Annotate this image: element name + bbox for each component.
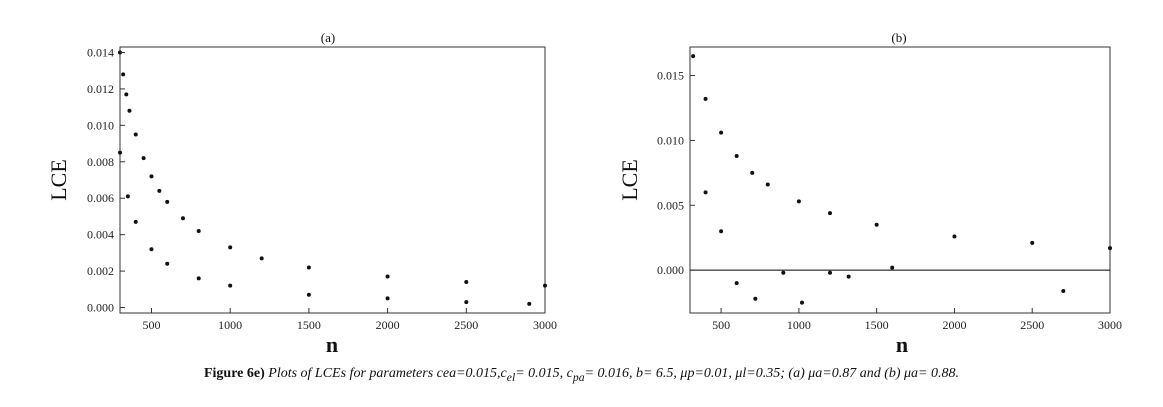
caption-text-3: = 0.016, b= 6.5, μp=0.01, μl=0.35; (a) μ…: [584, 366, 960, 381]
data-point-s1: [703, 190, 708, 195]
caption-sub-2: pa: [572, 370, 585, 384]
chart-title-a: (a): [321, 30, 335, 45]
data-point-s0: [141, 156, 146, 161]
data-point-s0: [196, 229, 201, 234]
x-tick-label: 3000: [1098, 318, 1122, 332]
data-point-s0: [127, 108, 132, 113]
x-axis-label-b: n: [896, 332, 908, 357]
x-tick-label: 1000: [218, 318, 242, 332]
y-tick-label: 0.000: [657, 263, 684, 277]
data-point-s0: [691, 54, 696, 59]
y-tick-label: 0.000: [87, 301, 114, 315]
caption-label: Figure 6e): [203, 366, 265, 381]
x-tick-label: 2500: [1020, 318, 1044, 332]
data-point-s0: [464, 280, 469, 285]
data-point-s1: [464, 300, 469, 305]
data-point-s0: [796, 199, 801, 204]
data-point-s0: [874, 222, 879, 227]
data-point-s0: [133, 132, 138, 137]
ticks-b: 500 1000 1500 2000 2500 3000 0.000 0.005 0.010 0.…: [657, 69, 1122, 332]
data-point-s0: [157, 188, 162, 193]
marks-b: [691, 54, 1112, 305]
plot-frame-a: [119, 46, 546, 314]
data-point-s1: [118, 150, 122, 155]
data-point-s0: [952, 234, 957, 239]
marks-a: [118, 50, 547, 306]
y-tick-label: 0.002: [87, 264, 114, 278]
data-point-s0: [719, 130, 724, 135]
data-point-s0: [259, 256, 264, 261]
figure-caption: Figure 6e) Plots of LCEs for parameters …: [0, 366, 1163, 384]
y-tick-label: 0.006: [87, 191, 114, 205]
data-point-s0: [306, 265, 311, 270]
x-tick-label: 3000: [533, 318, 557, 332]
data-point-s1: [753, 296, 758, 301]
data-point-s1: [719, 229, 724, 234]
x-axis-label-a: n: [326, 332, 338, 357]
data-point-s1: [125, 194, 130, 199]
y-axis-label-a: LCE: [46, 159, 71, 201]
y-tick-label: 0.004: [87, 228, 114, 242]
data-point-s0: [543, 283, 547, 288]
data-point-s0: [180, 216, 185, 221]
ticks-a: 500 1000 1500 2000 2500 3000 0.000 0.002 0.004 0.…: [87, 45, 557, 332]
data-point-s0: [121, 72, 126, 77]
y-tick-label: 0.012: [87, 82, 114, 96]
data-point-s1: [306, 292, 311, 297]
data-point-s0: [149, 174, 154, 179]
caption-text-2: = 0.015, c: [515, 366, 573, 381]
data-point-s1: [828, 270, 832, 275]
data-point-s0: [750, 170, 755, 175]
data-point-s1: [133, 219, 138, 224]
data-point-s1: [385, 296, 390, 301]
plot-frame-b: [689, 46, 1111, 314]
y-tick-label: 0.015: [657, 69, 684, 83]
data-point-s0: [385, 274, 390, 279]
y-tick-label: 0.008: [87, 155, 114, 169]
data-point-s1: [846, 274, 851, 279]
data-point-s0: [1108, 246, 1112, 251]
chart-panel-a: (a) 500 1000 1500 2000 2500 3000 0.000 0.002 0.0…: [46, 30, 557, 357]
chart-panel-b: (b) 500 1000 1500 2000 2500 3000 0.000 0.005 0.0…: [617, 30, 1122, 357]
caption-text-1: Plots of LCEs for parameters cea=0.015,c: [264, 366, 507, 381]
x-tick-label: 1000: [787, 318, 811, 332]
data-point-s1: [149, 247, 154, 252]
data-point-s1: [800, 300, 804, 305]
data-point-s1: [781, 270, 786, 275]
data-point-s1: [1061, 288, 1066, 293]
y-tick-label: 0.010: [657, 133, 684, 147]
x-tick-label: 1500: [297, 318, 321, 332]
x-tick-label: 500: [142, 318, 160, 332]
y-tick-label: 0.010: [87, 118, 114, 132]
x-tick-label: 2500: [454, 318, 478, 332]
data-point-s1: [890, 265, 895, 270]
data-point-s0: [828, 211, 832, 216]
data-point-s1: [527, 301, 532, 306]
data-point-s0: [734, 153, 739, 158]
data-point-s1: [734, 281, 739, 286]
x-tick-label: 500: [712, 318, 730, 332]
y-axis-label-b: LCE: [617, 159, 642, 201]
data-point-s1: [165, 261, 170, 266]
data-point-s0: [165, 199, 170, 204]
data-point-s0: [765, 182, 770, 187]
data-point-s0: [124, 92, 129, 97]
data-point-s1: [228, 283, 233, 288]
caption-sub-1: el: [506, 370, 516, 384]
chart-title-b: (b): [891, 30, 906, 45]
data-point-s0: [228, 245, 233, 250]
x-tick-label: 2000: [376, 318, 400, 332]
data-point-s1: [196, 276, 201, 281]
data-point-s0: [1030, 240, 1035, 245]
y-tick-label: 0.005: [657, 198, 684, 212]
y-tick-label: 0.014: [87, 45, 114, 59]
x-tick-label: 2000: [942, 318, 966, 332]
x-tick-label: 1500: [865, 318, 889, 332]
data-point-s0: [703, 96, 708, 101]
